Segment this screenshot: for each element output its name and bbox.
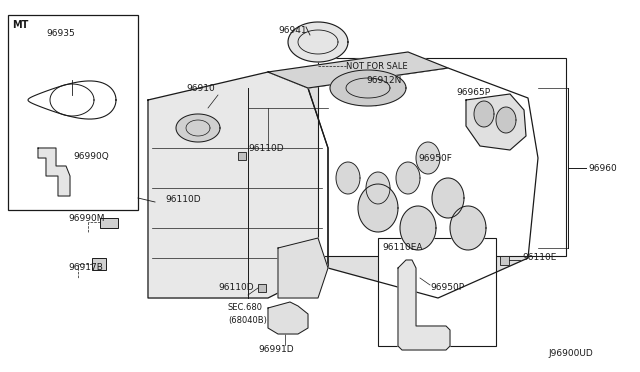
Polygon shape [38,148,70,196]
Polygon shape [496,107,516,133]
Text: 96991D: 96991D [258,346,294,355]
Text: 96941: 96941 [278,26,307,35]
Polygon shape [176,114,220,142]
Polygon shape [466,94,526,150]
Bar [92,258,106,270]
Polygon shape [330,70,406,106]
Polygon shape [268,52,448,88]
Polygon shape [268,302,308,334]
Bar [378,238,496,346]
Bar [8,15,138,210]
Text: 96990M: 96990M [68,214,104,222]
Text: 96917B: 96917B [68,263,103,273]
Polygon shape [450,206,486,250]
Polygon shape [278,238,328,298]
Text: 96110D: 96110D [248,144,284,153]
Text: 96935: 96935 [46,29,75,38]
Text: J96900UD: J96900UD [548,350,593,359]
Polygon shape [288,22,348,62]
Text: (68040B): (68040B) [228,315,267,324]
Text: 96950F: 96950F [418,154,452,163]
Polygon shape [432,178,464,218]
Text: 96965P: 96965P [456,87,490,96]
Polygon shape [148,72,328,298]
Bar [100,218,118,228]
Bar [155,196,163,204]
Text: 96960: 96960 [588,164,617,173]
Polygon shape [308,68,538,298]
Text: 96110E: 96110E [522,253,556,263]
Text: 96110D: 96110D [165,195,200,203]
Polygon shape [416,142,440,174]
Polygon shape [400,206,436,250]
Bar [238,152,246,160]
Bar [258,284,266,292]
Text: 96110EA: 96110EA [382,244,422,253]
Text: SEC.680: SEC.680 [228,304,263,312]
Polygon shape [366,172,390,204]
Text: 96950P: 96950P [430,283,464,292]
Text: 96990Q: 96990Q [73,151,109,160]
Text: 96110D: 96110D [218,283,253,292]
Polygon shape [474,101,494,127]
Polygon shape [398,260,450,350]
Polygon shape [396,162,420,194]
Text: MT: MT [12,20,28,30]
Bar [500,256,509,265]
Bar [318,58,566,256]
Polygon shape [336,162,360,194]
Text: NOT FOR SALE: NOT FOR SALE [346,61,408,71]
Polygon shape [358,184,398,232]
Text: 96910: 96910 [186,83,215,93]
Text: 96912N: 96912N [366,76,401,84]
